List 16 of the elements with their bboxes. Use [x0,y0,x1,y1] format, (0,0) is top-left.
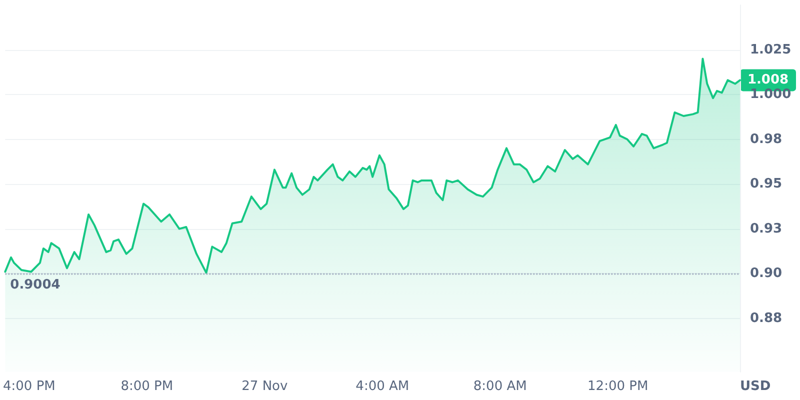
y-tick-label: 0.93 [750,221,782,236]
y-tick-label: 1.000 [750,87,792,102]
y-tick-label: 0.98 [750,132,782,147]
x-tick-label: 27 Nov [242,379,288,394]
y-tick-label: 0.95 [750,176,782,192]
y-tick-label: 1.025 [750,42,792,58]
x-tick-label: 4:00 PM [2,379,56,394]
ref-line-label: 0.9004 [10,278,60,293]
x-tick-label: 8:00 PM [120,379,174,394]
annotation: 1.008 [747,72,789,88]
y-axis-title: USD [740,379,771,394]
y-tick-label: 0.90 [750,266,782,282]
x-tick-label: 8:00 AM [473,379,527,394]
y-tick-label: 0.88 [750,310,782,326]
x-tick-label: 4:00 AM [356,379,410,394]
x-tick-label: 12:00 PM [588,379,648,394]
